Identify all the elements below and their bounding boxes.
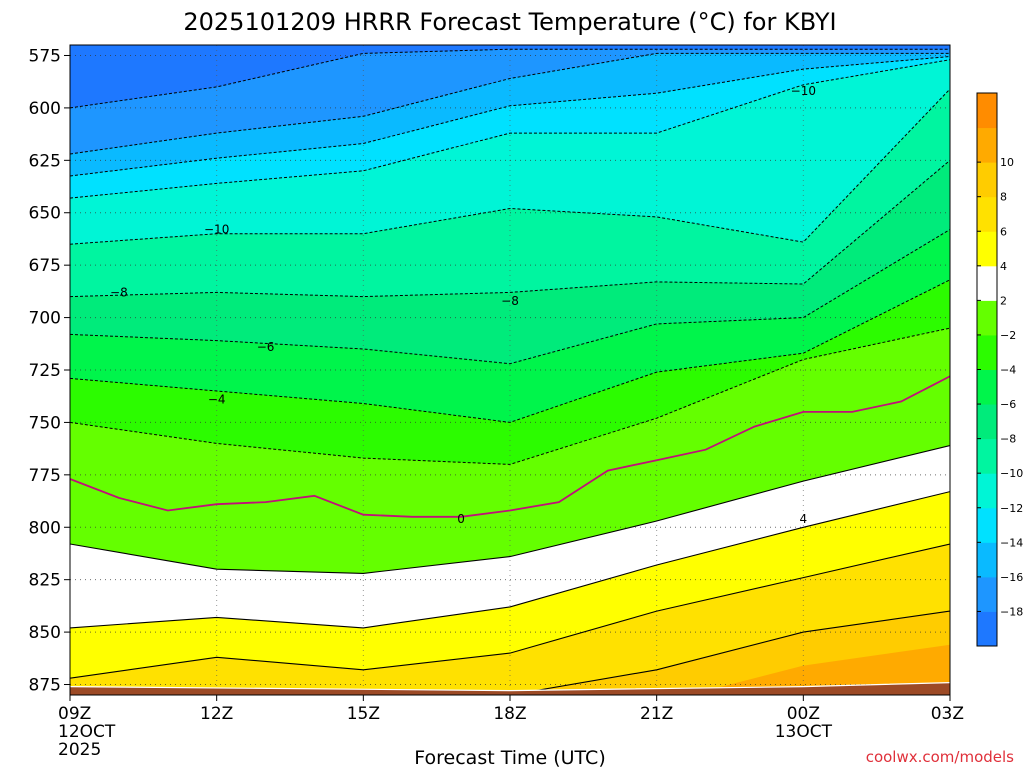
temperature-fill-bands — [70, 45, 950, 695]
isotherm--6 — [70, 229, 950, 365]
x-tick-label: 00Z — [787, 704, 820, 724]
colorbar-swatch — [977, 404, 997, 440]
credit-text: coolwx.com/models — [866, 748, 1014, 766]
y-tick-label: 875 — [29, 676, 61, 696]
colorbar-label: −4 — [1000, 364, 1016, 377]
colorbar-swatch — [977, 334, 997, 370]
isotherm-2 — [70, 444, 950, 574]
isotherm-6 — [70, 543, 950, 679]
colorbar-swatch — [977, 231, 997, 267]
y-tick-label: 825 — [29, 571, 61, 591]
isotherm--8 — [70, 159, 950, 298]
colorbar-swatch — [977, 611, 997, 647]
contour-label: 0 — [457, 512, 465, 526]
isotherm--14 — [70, 56, 950, 177]
y-axis-ticks: 575 600 625 650 675 700 725 750 775 800 825 850 875 — [29, 46, 70, 696]
band-10 — [689, 644, 950, 695]
colorbar-swatch — [977, 576, 997, 612]
contour-label: 4 — [800, 512, 808, 526]
isotherm--16 — [70, 52, 950, 155]
colorbar-swatch — [977, 369, 997, 405]
colorbar-label: −2 — [1000, 329, 1016, 342]
isotherm--4 — [70, 279, 950, 423]
colorbar-swatch — [977, 542, 997, 578]
contour-label: −10 — [204, 223, 229, 237]
band-8 — [70, 611, 950, 695]
contour-label: −4 — [208, 392, 226, 406]
y-tick-label: 700 — [29, 309, 61, 329]
y-tick-label: 575 — [29, 46, 61, 66]
contour-labels: −10 −10 −8 −8 −6 −4 0 4 — [110, 84, 816, 526]
isotherm--18 — [70, 48, 950, 109]
colorbar-label: −14 — [1000, 536, 1023, 549]
colorbar-label: 8 — [1000, 191, 1007, 204]
chart-title: 2025101209 HRRR Forecast Temperature (°C… — [183, 8, 836, 36]
y-tick-label: 775 — [29, 466, 61, 486]
y-tick-label: 725 — [29, 361, 61, 381]
isotherm-lines — [70, 48, 950, 695]
colorbar-label: −16 — [1000, 571, 1023, 584]
colorbar-swatch — [977, 127, 997, 163]
y-tick-label: 800 — [29, 518, 61, 538]
x-tick-date: 13OCT — [775, 722, 833, 742]
isotherm--12 — [70, 59, 950, 199]
x-tick-label: 09Z — [58, 704, 91, 724]
colorbar-swatch — [977, 162, 997, 198]
y-tick-label: 625 — [29, 151, 61, 171]
y-tick-label: 650 — [29, 204, 61, 224]
contour-label: −10 — [791, 84, 816, 98]
terrain-fill — [70, 682, 950, 695]
colorbar-swatch — [977, 438, 997, 474]
x-tick-label: 15Z — [347, 704, 380, 724]
x-tick-year: 2025 — [58, 740, 101, 760]
terrain-edge — [69, 682, 951, 692]
contour-label: −8 — [501, 294, 519, 308]
colorbar-swatch — [977, 473, 997, 509]
terrain-surface — [69, 682, 951, 695]
colorbar-swatch — [977, 507, 997, 543]
isotherm-4 — [70, 491, 950, 629]
colorbar-label: 4 — [1000, 260, 1007, 273]
x-tick-label: 12Z — [200, 704, 233, 724]
y-tick-label: 675 — [29, 256, 61, 276]
contour-label: −8 — [110, 285, 128, 299]
colorbar-label: −10 — [1000, 467, 1023, 480]
y-tick-label: 600 — [29, 99, 61, 119]
x-tick-label: 18Z — [493, 704, 526, 724]
x-tick-label: 03Z — [931, 704, 964, 724]
colorbar-label: −8 — [1000, 433, 1016, 446]
colorbar: −18 −16 −14 −12 −10 −8 −6 −4 −2 2 4 6 8 10 — [976, 92, 1023, 647]
colorbar-swatch — [977, 196, 997, 232]
colorbar-swatch — [977, 93, 997, 129]
colorbar-label: 10 — [1000, 156, 1014, 169]
grid-lines — [69, 45, 951, 695]
colorbar-label: −12 — [1000, 502, 1023, 515]
isotherm--10 — [70, 88, 950, 245]
x-axis-label: Forecast Time (UTC) — [414, 747, 605, 768]
isotherm-8 — [70, 610, 950, 695]
colorbar-label: −18 — [1000, 605, 1023, 618]
colorbar-label: 2 — [1000, 294, 1007, 307]
y-tick-label: 850 — [29, 623, 61, 643]
x-tick-date: 12OCT — [58, 722, 116, 742]
freezing-isotherm — [70, 375, 950, 518]
y-tick-label: 750 — [29, 413, 61, 433]
colorbar-label: 6 — [1000, 225, 1007, 238]
contour-label: −6 — [257, 340, 275, 354]
x-tick-label: 21Z — [640, 704, 673, 724]
colorbar-label: −6 — [1000, 398, 1016, 411]
colorbar-swatch — [977, 300, 997, 336]
colorbar-swatch — [977, 265, 997, 301]
isotherm--2 — [70, 327, 950, 465]
